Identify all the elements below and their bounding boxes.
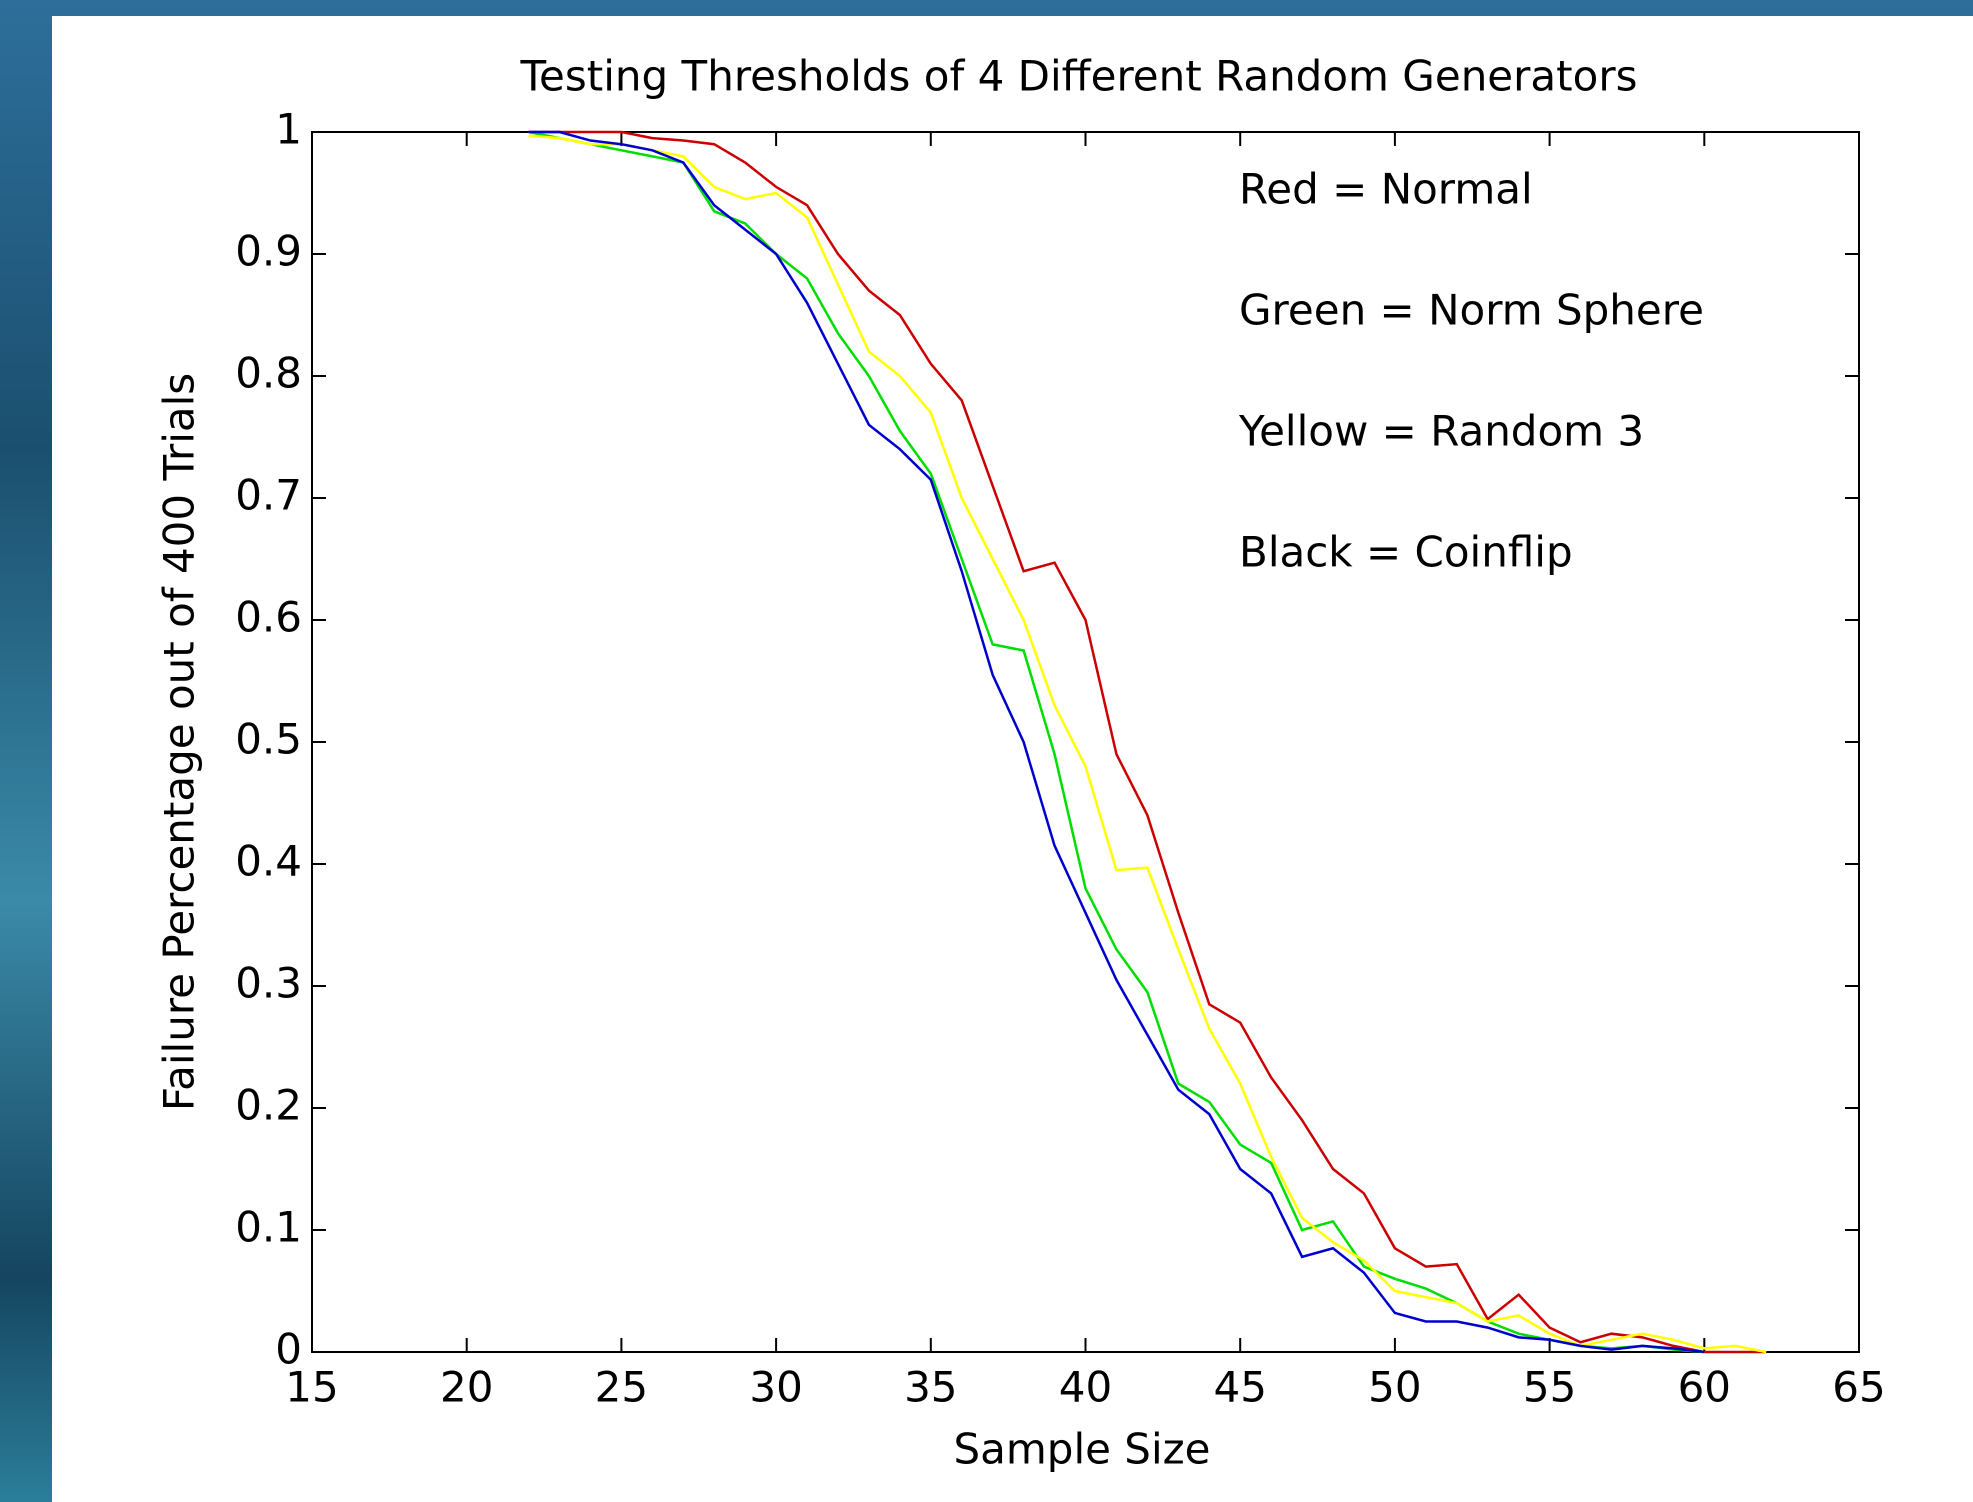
annotation: Red = Normal xyxy=(1239,165,1533,214)
y-tick-label: 0.6 xyxy=(235,593,302,642)
series-line xyxy=(528,130,1705,1354)
x-axis-label: Sample Size xyxy=(953,1425,1210,1474)
y-tick-label: 0 xyxy=(275,1325,302,1374)
y-tick-label: 0.8 xyxy=(235,349,302,398)
y-tick-label: 0.9 xyxy=(235,227,302,276)
x-tick-label: 35 xyxy=(904,1363,957,1412)
annotation: Black = Coinflip xyxy=(1239,528,1573,577)
x-tick-label: 40 xyxy=(1059,1363,1112,1412)
x-tick-label: 45 xyxy=(1213,1363,1266,1412)
x-tick-label: 55 xyxy=(1523,1363,1576,1412)
x-tick-label: 15 xyxy=(285,1363,338,1412)
annotation: Green = Norm Sphere xyxy=(1239,286,1704,335)
chart-title: Testing Thresholds of 4 Different Random… xyxy=(520,52,1638,101)
x-tick-label: 30 xyxy=(749,1363,802,1412)
y-tick-label: 1 xyxy=(275,105,302,154)
series-line xyxy=(528,130,1705,1354)
x-tick-label: 50 xyxy=(1368,1363,1421,1412)
x-tick-label: 65 xyxy=(1832,1363,1885,1412)
x-tick-label: 60 xyxy=(1678,1363,1731,1412)
series-line xyxy=(528,130,1767,1354)
y-tick-label: 0.5 xyxy=(235,715,302,764)
y-tick-label: 0.3 xyxy=(235,959,302,1008)
plot-box xyxy=(311,131,1860,1353)
y-tick-label: 0.2 xyxy=(235,1081,302,1130)
x-tick-label: 25 xyxy=(595,1363,648,1412)
x-tick-label: 20 xyxy=(440,1363,493,1412)
y-tick-label: 0.4 xyxy=(235,837,302,886)
y-tick-label: 0.1 xyxy=(235,1203,302,1252)
series-line xyxy=(528,134,1767,1354)
y-tick-label: 0.7 xyxy=(235,471,302,520)
annotation: Yellow = Random 3 xyxy=(1238,407,1644,456)
y-axis-label: Failure Percentage out of 400 Trials xyxy=(155,373,204,1111)
